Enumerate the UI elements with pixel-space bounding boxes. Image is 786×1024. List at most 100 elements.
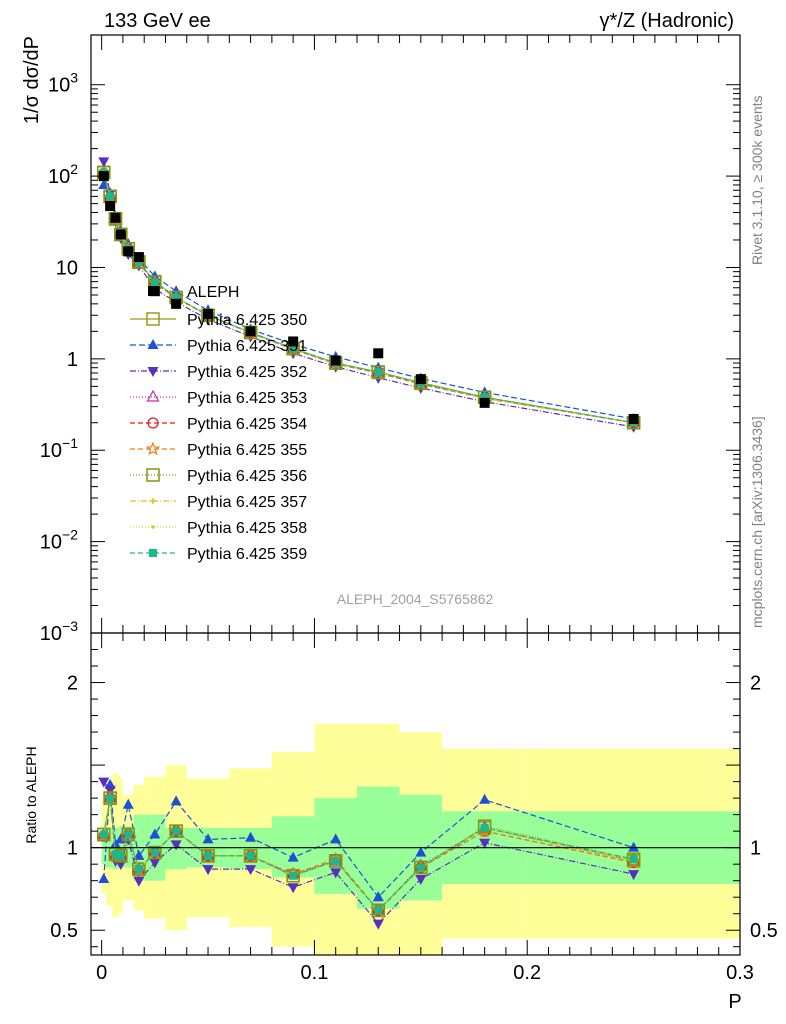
main-y-axis-label: 1/σ dσ/dP (21, 36, 43, 124)
main-series-point-9 (134, 258, 143, 267)
main-series-point-9 (480, 393, 489, 402)
ratio-series-point-1 (122, 798, 134, 809)
ratio-series-point-9 (629, 855, 638, 864)
rivet-label: Rivet 3.1.10, ≥ 300k events (749, 95, 765, 265)
ratio-series-point-9 (480, 823, 489, 832)
ratio-series-point-1 (372, 891, 384, 902)
mcplots-label: mcplots.cern.ch [arXiv:1306.3436] (749, 416, 765, 628)
legend-marker-5 (145, 441, 161, 456)
main-series-point-9 (172, 293, 181, 302)
ratio-series-point-9 (106, 794, 115, 803)
ratio-y-tick-label-left: 1 (67, 838, 78, 860)
ratio-series-point-1 (133, 849, 145, 860)
ratio-series-point-1 (202, 833, 214, 844)
ratio-series-point-9 (116, 851, 125, 860)
main-series-line-6 (103, 172, 634, 424)
aleph-data-point (203, 308, 214, 319)
aleph-data-point (479, 397, 490, 408)
main-y-tick-exponent: −1 (62, 435, 78, 451)
ratio-series-point-2 (287, 883, 299, 894)
ratio-series-point-1 (479, 793, 491, 804)
main-series-point-2 (98, 157, 110, 168)
ratio-series-point-1 (330, 833, 342, 844)
ratio-series-point-2 (415, 875, 427, 886)
main-series-line-9 (103, 172, 634, 424)
ratio-y-tick-label-right: 1 (750, 838, 761, 860)
ratio-y-axis-label: Ratio to ALEPH (23, 746, 39, 843)
ratio-series-point-1 (287, 851, 299, 862)
ratio-band-green (122, 826, 134, 868)
legend-marker-2 (147, 367, 159, 377)
ratio-series-point-6 (414, 860, 428, 875)
ratio-frame (90, 632, 741, 956)
ratio-series-point-2 (245, 865, 257, 876)
legend-label-8: Pythia 6.425 358 (187, 520, 307, 537)
ratio-series-point-6 (97, 827, 111, 842)
main-series-line-0 (103, 172, 634, 424)
ratio-series-point-6 (132, 862, 146, 876)
ratio-band-green (118, 826, 123, 868)
ratio-series-point-2 (330, 868, 342, 879)
ratio-series-point-9 (416, 863, 425, 872)
main-series-point-9 (374, 368, 383, 377)
legend-marker-3 (146, 389, 160, 402)
header-right-label: γ*/Z (Hadronic) (600, 10, 734, 32)
ratio-y-tick-label-right: 0.5 (750, 920, 778, 942)
legend: ALEPH Pythia 6.425 350 Pythia 6.425 351 Pyt… (130, 284, 307, 563)
main-series-line-1 (103, 184, 634, 420)
ratio-series-point-1 (149, 828, 161, 839)
main-series-line-5 (103, 172, 634, 424)
ratio-series-point-6 (328, 854, 343, 868)
legend-marker-0 (146, 312, 160, 326)
ratio-series-point-6 (371, 903, 386, 918)
header-left-label: 133 GeV ee (104, 10, 211, 32)
ratio-series-point-6 (477, 819, 492, 833)
main-y-tick-label: 10−2 (40, 527, 78, 554)
main-y-tick-exponent: −3 (62, 618, 78, 634)
ratio-series-point-2 (628, 870, 640, 881)
main-series-point-6 (114, 227, 128, 242)
ratio-series-point-9 (374, 906, 383, 915)
main-y-tick-label: 103 (48, 70, 78, 97)
main-series-point-6 (371, 365, 386, 380)
legend-label-2: Pythia 6.425 352 (187, 364, 307, 381)
main-series-line-2 (103, 161, 634, 428)
ratio-series-point-6 (169, 824, 183, 838)
ratio-y-tick-label-right: 2 (750, 673, 761, 695)
main-y-tick-exponent: −2 (62, 527, 78, 543)
x-tick-label: 0.2 (513, 962, 541, 984)
ratio-series-point-2 (133, 876, 145, 887)
main-frame (90, 34, 741, 634)
legend-marker-9 (149, 549, 157, 557)
ratio-series-point-1 (415, 846, 427, 857)
main-series-point-9 (289, 344, 298, 353)
main-series-point-9 (106, 192, 115, 201)
legend-marker-8 (151, 525, 155, 529)
aleph-data-point (115, 229, 126, 240)
ratio-series-point-9 (111, 850, 120, 859)
ratio-series-point-6 (121, 827, 135, 842)
ratio-y-tick-label-left: 2 (67, 673, 78, 695)
aleph-data-point (110, 212, 121, 223)
ratio-series-point-5 (96, 828, 112, 843)
analysis-id-label: ALEPH_2004_S5765862 (337, 591, 494, 607)
ratio-series-point-2 (372, 919, 384, 930)
main-y-tick-label: 102 (48, 161, 78, 188)
aleph-data-point (245, 326, 256, 337)
ratio-series-point-1 (628, 841, 640, 852)
legend-marker-6 (146, 468, 160, 482)
aleph-data-point (171, 298, 182, 309)
main-y-tick-label: 10−1 (40, 435, 78, 462)
ratio-series-point-2 (98, 777, 110, 788)
ratio-series-point-1 (98, 873, 110, 884)
aleph-data-point (628, 413, 639, 424)
ratio-series-point-2 (479, 838, 491, 849)
aleph-data-point (330, 355, 341, 366)
main-series-line-3 (103, 172, 634, 424)
ratio-series-point-2 (170, 840, 182, 851)
aleph-data-point (415, 374, 426, 385)
ratio-uncertainty-bands (101, 723, 740, 955)
ratio-series-point-9 (331, 856, 340, 865)
